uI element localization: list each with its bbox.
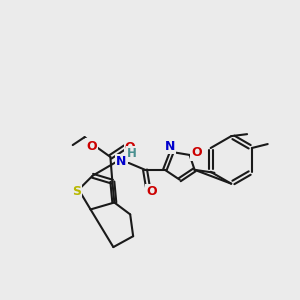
Text: O: O: [147, 185, 157, 198]
Text: H: H: [127, 148, 137, 160]
Text: N: N: [116, 155, 127, 168]
Text: O: O: [191, 146, 202, 160]
Text: O: O: [86, 140, 97, 152]
Text: O: O: [125, 140, 136, 154]
Text: N: N: [165, 140, 175, 152]
Text: S: S: [72, 185, 81, 198]
